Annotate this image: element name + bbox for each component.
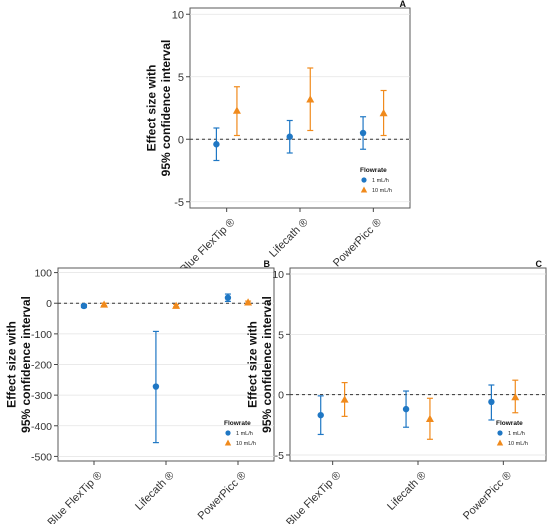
legend-label: 10 mL/h [236,441,256,447]
legend-marker [497,430,503,436]
data-point [402,405,410,413]
x-tick-label: PowerPicc ® [461,469,514,522]
plot-frame [289,267,547,462]
data-point [379,109,388,117]
data-point [213,141,220,148]
x-tick-label: Lifecath ® [385,469,429,513]
y-axis-label: Effect size with95% confidence interval [5,296,33,433]
y-axis-label-line: 95% confidence interval [19,296,33,433]
x-tick-label: Lifecath ® [267,216,311,260]
data-point [172,301,181,309]
panel-C: -5 0 5 10 Blue FlexTip ® Lifecath ® PowerPicc … [246,259,547,524]
data-point [80,302,88,310]
legend-title: Flowrate [224,420,251,427]
panel-letter: B [264,259,271,269]
y-tick-label: 0 [178,134,184,146]
legend-label: 1 mL/h [508,431,525,437]
y-tick-label: -5 [174,197,184,209]
data-point [232,106,241,114]
y-axis-label-line: Effect size with [5,321,19,408]
data-point [359,129,367,137]
legend: Flowrate 1 mL/h 10 mL/h [224,420,256,447]
x-tick-label: Blue FlexTip ® [45,469,104,524]
legend: Flowrate 1 mL/h 10 mL/h [496,420,528,447]
panel-B: -500 -400 -300 -200 -100 0 100 Blue FlexTip ® Li… [5,259,275,524]
y-tick-label: 5 [178,72,184,84]
y-tick-label: 100 [34,268,52,280]
y-tick-label: -300 [31,390,52,402]
y-tick-label: -500 [31,451,52,463]
legend-marker [225,430,231,436]
x-tick-label: PowerPicc ® [331,216,384,269]
data-point [488,398,495,406]
data-point [317,411,324,419]
legend-label: 10 mL/h [508,441,528,447]
x-tick-label: Blue FlexTip ® [284,469,343,524]
data-point [306,95,315,103]
legend-label: 1 mL/h [236,431,253,437]
plot-frame [189,7,411,209]
x-tick-label: PowerPicc ® [196,469,249,522]
y-tick-label: 0 [278,390,284,402]
y-tick-label: 10 [172,9,184,21]
series-10-ml-h [100,298,253,309]
y-tick-label: -100 [31,329,52,341]
y-axis-label-line: Effect size with [246,321,260,408]
y-axis-label: Effect size with95% confidence interval [145,40,173,177]
x-tick-label: Lifecath ® [133,469,177,513]
y-tick-label: -200 [31,360,52,372]
legend-label: 10 mL/h [372,188,392,194]
y-tick-label: 5 [278,329,284,341]
series-1-ml-h [80,293,232,444]
data-point [100,300,109,308]
y-axis-label-line: 95% confidence interval [159,40,173,177]
panel-A: -5 0 5 10 Blue FlexTip ® Lifecath ® PowerPicc … [145,0,411,276]
y-axis-label: Effect size with95% confidence interval [246,296,274,433]
data-point [224,294,232,301]
y-axis-label-line: 95% confidence interval [260,296,274,433]
y-tick-label: 10 [272,269,284,281]
y-axis-label-line: Effect size with [145,65,159,152]
legend-marker [360,186,368,193]
legend-marker [361,177,367,183]
data-point [244,298,253,306]
legend: Flowrate 1 mL/h 10 mL/h [360,167,392,194]
legend-title: Flowrate [360,167,387,174]
panel-letter: C [536,259,543,269]
series-1-ml-h [317,384,495,436]
data-point [425,414,434,422]
series-10-ml-h [340,379,520,440]
data-point [286,133,293,140]
y-tick-label: -5 [275,450,284,462]
data-point [340,395,349,403]
y-tick-label: 0 [46,298,52,310]
legend-marker [496,439,504,446]
data-point [511,393,520,401]
y-tick-label: -400 [31,421,52,433]
data-point [152,383,160,390]
series-1-ml-h [213,116,367,162]
legend-label: 1 mL/h [372,178,389,184]
legend-title: Flowrate [496,420,523,427]
panel-letter: A [400,0,407,9]
x-tick-label: Blue FlexTip ® [178,216,237,275]
legend-marker [224,439,232,446]
series-10-ml-h [232,67,388,137]
